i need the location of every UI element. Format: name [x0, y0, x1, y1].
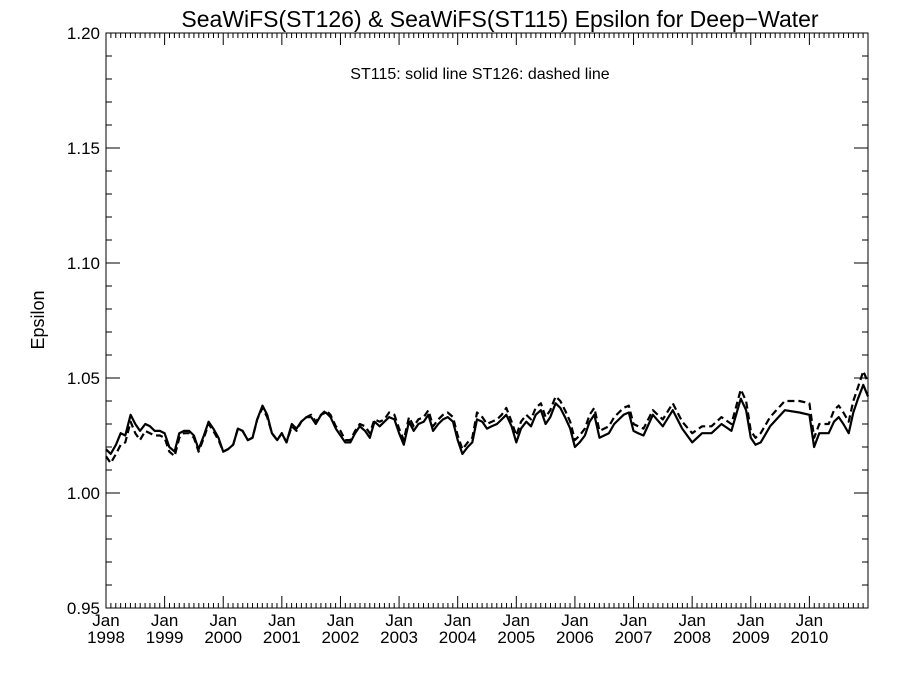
x-tick-year: 2002 [322, 628, 360, 647]
x-tick-month: Jan [503, 611, 530, 630]
y-tick-label: 1.20 [67, 24, 100, 43]
x-tick-year: 2005 [497, 628, 535, 647]
x-tick-month: Jan [92, 611, 119, 630]
x-tick-year: 1998 [87, 628, 125, 647]
x-tick-year: 1999 [146, 628, 184, 647]
x-tick-year: 2010 [790, 628, 828, 647]
x-tick-year: 2000 [204, 628, 242, 647]
y-tick-label: 1.05 [67, 369, 100, 388]
x-tick-month: Jan [385, 611, 412, 630]
chart-title: SeaWiFS(ST126) & SeaWiFS(ST115) Epsilon … [181, 6, 819, 32]
series-line-st115 [105, 383, 870, 455]
x-tick-year: 2007 [615, 628, 653, 647]
x-tick-month: Jan [444, 611, 471, 630]
series-line-st126 [105, 370, 870, 465]
x-tick-month: Jan [268, 611, 295, 630]
x-tick-month: Jan [678, 611, 705, 630]
series-style-note: ST115: solid line ST126: dashed line [350, 66, 610, 83]
plot-area-frame [105, 32, 869, 609]
y-axis-label: Epsilon [28, 290, 48, 349]
x-tick-year: 2001 [263, 628, 301, 647]
x-tick-year: 2008 [673, 628, 711, 647]
y-tick-label: 1.15 [67, 139, 100, 158]
x-tick-month: Jan [561, 611, 588, 630]
x-tick-year: 2003 [380, 628, 418, 647]
x-tick-month: Jan [210, 611, 237, 630]
x-tick-year: 2009 [732, 628, 770, 647]
x-tick-year: 2004 [439, 628, 477, 647]
x-tick-month: Jan [737, 611, 764, 630]
x-tick-month: Jan [620, 611, 647, 630]
y-tick-label: 0.95 [67, 599, 100, 618]
series-lines [105, 370, 870, 465]
x-tick-month: Jan [151, 611, 178, 630]
y-tick-label: 1.00 [67, 484, 100, 503]
x-tick-month: Jan [327, 611, 354, 630]
x-tick-year: 2006 [556, 628, 594, 647]
x-tick-month: Jan [796, 611, 823, 630]
axis-ticks: 0.951.001.051.101.151.20Jan1998Jan1999Ja… [67, 24, 868, 647]
y-tick-label: 1.10 [67, 254, 100, 273]
